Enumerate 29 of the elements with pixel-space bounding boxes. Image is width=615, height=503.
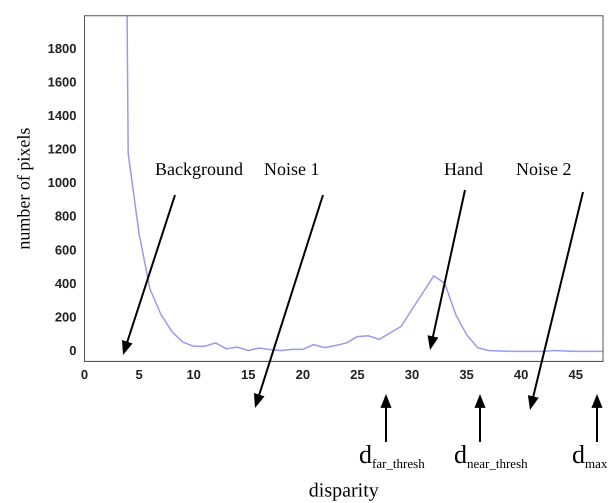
x-axis-title: disparity [308, 479, 379, 502]
x-tick-label: 45 [568, 366, 583, 382]
x-tick-label: 25 [350, 366, 365, 382]
y-axis-title: number of pixels [14, 128, 34, 250]
annotation: Noise 1 [264, 159, 320, 179]
x-tick-label: 0 [80, 366, 88, 382]
x-tick-label: 35 [459, 366, 474, 382]
y-tick-label: 1600 [48, 74, 77, 90]
annotation: Noise 2 [516, 159, 572, 179]
x-tick-label: 40 [514, 366, 528, 382]
x-tick-label: 10 [186, 366, 201, 382]
annotation: Background [155, 159, 243, 179]
text: d$_{max}$ [572, 440, 608, 471]
y-tick-label: 1400 [48, 108, 77, 124]
y-tick-label: 400 [54, 276, 77, 291]
x-tick-label: 15 [241, 366, 256, 382]
y-tick-label: 800 [54, 208, 77, 224]
text: d$_{far_thresh}$ [359, 440, 425, 471]
y-tick-label: 0 [69, 342, 77, 358]
text: d$_{near_thresh}$ [454, 440, 528, 471]
annotation: Hand [444, 159, 483, 179]
x-tick-label: 5 [135, 366, 143, 382]
y-tick-label: 600 [54, 242, 77, 258]
y-tick-label: 1200 [48, 142, 77, 157]
x-tick-label: 20 [296, 366, 310, 382]
y-tick-label: 1800 [48, 40, 77, 56]
x-tick-label: 30 [404, 366, 420, 382]
y-tick-label: 200 [54, 309, 77, 324]
y-tick-label: 1000 [48, 175, 77, 190]
